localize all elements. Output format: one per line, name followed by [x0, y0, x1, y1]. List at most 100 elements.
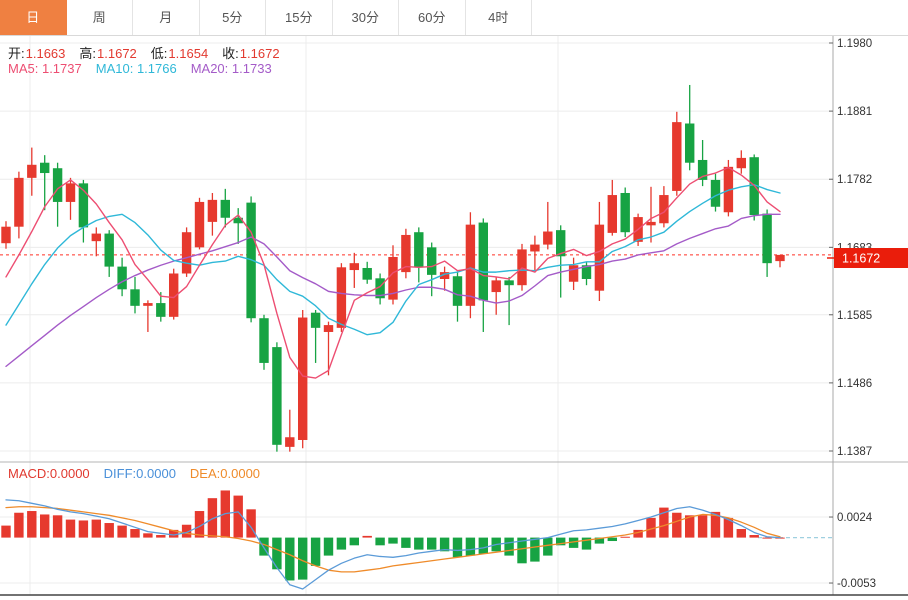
y-axis-label: 0.0024: [837, 512, 873, 524]
candle: [659, 195, 669, 224]
candle: [27, 164, 37, 178]
macd-bar: [517, 537, 527, 564]
macd-bar: [310, 537, 321, 566]
y-axis-label: -0.0053: [837, 578, 876, 590]
macd-bar: [762, 537, 772, 539]
macd-bar: [646, 517, 656, 538]
candle: [285, 437, 295, 447]
tab-5min[interactable]: 5分: [200, 0, 266, 35]
macd-bar: [285, 537, 295, 581]
candle: [452, 276, 463, 306]
candle: [543, 231, 553, 245]
macd-bar: [194, 511, 205, 538]
candle: [104, 233, 114, 267]
macd-bar: [427, 537, 437, 550]
macd-plot: [1, 490, 785, 590]
macd-bar: [723, 517, 734, 538]
candle: [775, 254, 785, 262]
candle: [504, 280, 514, 286]
y-axis-label: 1.1585: [837, 310, 872, 322]
macd-bar: [375, 537, 385, 546]
macd-bar: [27, 511, 37, 538]
candle: [581, 265, 592, 279]
macd-bar: [246, 509, 256, 538]
macd-bar: [710, 511, 721, 538]
macd-bar: [465, 537, 476, 556]
candle: [685, 123, 695, 163]
candle: [530, 244, 540, 252]
candle: [736, 157, 746, 169]
candle: [233, 217, 243, 224]
macd-bar: [259, 537, 269, 556]
tab-4hour[interactable]: 4时: [466, 0, 532, 35]
candle: [78, 183, 89, 228]
y-axis-label: 1.1881: [837, 106, 872, 118]
macd-bar: [504, 537, 514, 556]
macd-bar: [169, 529, 179, 538]
macd-bar: [181, 524, 192, 538]
macd-bar: [349, 537, 359, 546]
candle: [762, 213, 772, 264]
tabbar-filler: [532, 0, 908, 35]
macd-bar: [1, 525, 11, 538]
tab-day[interactable]: 日: [0, 0, 67, 35]
moving-average-lines: [5, 166, 781, 379]
macd-bar: [736, 529, 746, 538]
indicator-line: [5, 506, 781, 573]
macd-bar: [659, 507, 669, 538]
candle: [620, 192, 630, 233]
macd-bar: [607, 537, 617, 542]
macd-bar: [143, 533, 153, 538]
macd-bar: [543, 537, 553, 556]
candle: [594, 224, 605, 291]
candle: [272, 347, 282, 445]
macd-bar: [620, 536, 630, 538]
candle: [65, 183, 76, 202]
candle: [362, 267, 372, 280]
tab-30min[interactable]: 30分: [333, 0, 399, 35]
candle: [310, 312, 321, 328]
macd-bar: [478, 537, 488, 554]
tab-week[interactable]: 周: [67, 0, 133, 35]
candle: [220, 199, 230, 218]
candle: [401, 234, 411, 273]
indicator-line: [5, 166, 781, 379]
candle: [556, 230, 566, 257]
macd-bar: [362, 535, 372, 538]
tab-month[interactable]: 月: [133, 0, 200, 35]
candle: [169, 273, 179, 317]
candle: [697, 159, 708, 180]
y-axis-label: 1.1980: [837, 38, 872, 50]
candle: [323, 325, 334, 332]
y-axis-label: 1.1782: [837, 174, 872, 186]
macd-bar: [633, 529, 643, 538]
macd-bar: [130, 529, 140, 538]
axis-labels: 1.19801.18811.17821.16831.15851.14861.13…: [829, 38, 876, 590]
macd-bar: [672, 512, 682, 538]
candle: [646, 221, 656, 226]
macd-bar: [336, 537, 347, 550]
candle: [465, 224, 476, 306]
macd-bar: [323, 537, 334, 556]
candle: [427, 247, 437, 275]
macd-bar: [581, 537, 592, 550]
macd-bar: [685, 515, 695, 538]
candle: [181, 232, 192, 274]
macd-bar: [452, 537, 463, 558]
macd-bar: [530, 537, 540, 562]
macd-bar: [156, 535, 166, 538]
macd-bar: [233, 495, 243, 538]
tab-60min[interactable]: 60分: [399, 0, 466, 35]
macd-bar: [556, 537, 566, 546]
macd-bar: [207, 498, 218, 538]
tab-15min[interactable]: 15分: [266, 0, 333, 35]
period-tabbar: 日 周 月 5分 15分 30分 60分 4时: [0, 0, 908, 36]
candle: [52, 168, 63, 202]
candle: [375, 278, 385, 299]
macd-bar: [78, 520, 89, 538]
macd-bar: [697, 515, 708, 538]
macd-bar: [414, 537, 424, 550]
marker-box: [834, 248, 908, 268]
